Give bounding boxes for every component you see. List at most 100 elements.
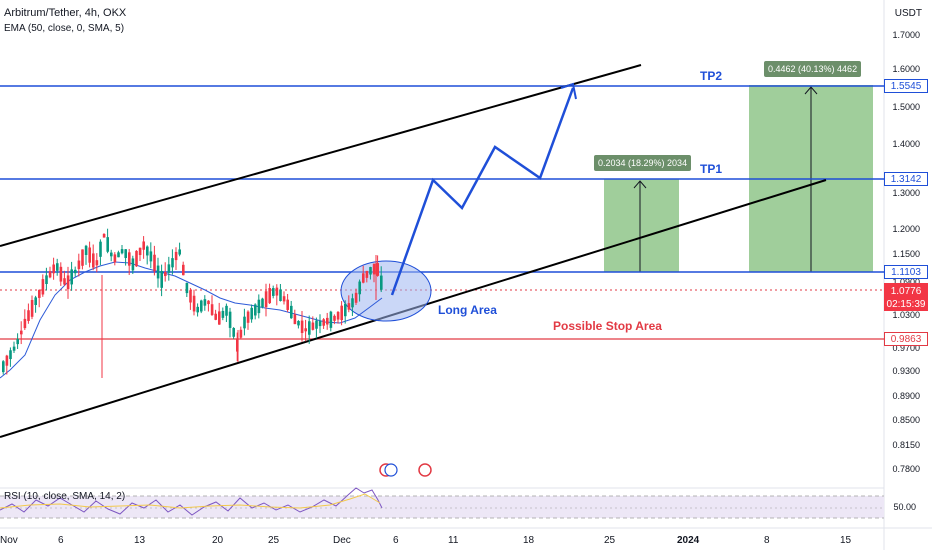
candle-body	[99, 241, 102, 257]
price-axis-label: 1.2000	[892, 224, 920, 234]
candle-body	[250, 307, 253, 320]
candle-body	[153, 254, 156, 272]
candle-body	[77, 260, 81, 270]
candle-body	[207, 300, 210, 305]
x-axis-label: 18	[523, 535, 535, 546]
stop-area-label[interactable]: Possible Stop Area	[553, 319, 662, 333]
candle-body	[210, 304, 214, 315]
candle-body	[268, 288, 271, 304]
candle-body	[110, 252, 113, 257]
candle-body	[326, 317, 329, 325]
candle-body	[279, 289, 282, 301]
price-axis-label: 0.8500	[892, 415, 920, 425]
candle-body	[308, 321, 311, 335]
candle-body	[261, 298, 264, 307]
rsi-signal-line	[0, 493, 381, 509]
x-axis-label: Nov	[0, 535, 18, 546]
candle-body	[146, 246, 149, 256]
tp2-price-tag[interactable]: 1.5545	[884, 79, 928, 93]
candle-body	[293, 314, 297, 325]
x-axis-label: 25	[604, 535, 616, 546]
x-axis-label: 25	[268, 535, 280, 546]
candle-body	[120, 249, 124, 254]
candle-body	[20, 330, 23, 335]
candle-body	[135, 250, 138, 267]
candle-body	[272, 288, 275, 296]
candle-body	[34, 297, 37, 306]
candle-body	[225, 305, 228, 316]
tp2-measure-label[interactable]: 0.4462 (40.13%) 4462	[764, 61, 862, 77]
candle-body	[318, 321, 322, 327]
candle-body	[48, 271, 52, 278]
candle-body	[236, 338, 239, 352]
candle-body	[160, 270, 163, 288]
projection-path	[390, 87, 575, 296]
candle-body	[290, 305, 293, 319]
candle-body	[232, 328, 235, 337]
candle-body	[142, 241, 145, 250]
candle-body	[149, 251, 153, 262]
candle-body	[88, 247, 91, 263]
candle-body	[167, 264, 171, 273]
candle-body	[30, 300, 34, 317]
x-axis-label: 6	[393, 535, 399, 546]
candle-body	[362, 273, 365, 283]
candle-body	[81, 249, 84, 266]
ema-indicator-label[interactable]: EMA (50, close, 0, SMA, 5)	[4, 23, 125, 34]
candle-body	[203, 299, 207, 306]
candle-body	[344, 303, 347, 317]
rsi-indicator-label[interactable]: RSI (10, close, SMA, 14, 2)	[4, 491, 126, 502]
candle-body	[380, 275, 383, 290]
candle-body	[38, 290, 41, 298]
tp1-label[interactable]: TP1	[700, 162, 723, 176]
candle-body	[23, 318, 27, 329]
candle-body	[66, 275, 70, 290]
price-axis-label: 0.9300	[892, 366, 920, 376]
chart-header: Arbitrum/Tether, 4h, OKX EMA (50, close,…	[4, 6, 126, 36]
candle-body	[63, 278, 66, 285]
candle-countdown: 02:15:39	[886, 299, 926, 310]
candle-body	[322, 319, 325, 326]
candle-body	[174, 251, 178, 261]
candle-body	[164, 271, 167, 277]
long-area-ellipse	[340, 260, 432, 322]
candle-body	[300, 320, 304, 333]
price-axis-label: 0.7800	[892, 464, 920, 474]
stop-price-tag[interactable]: 0.9863	[884, 332, 928, 346]
x-axis-label: 8	[764, 535, 770, 546]
price-axis-label: 1.6000	[892, 64, 920, 74]
current-price-tag[interactable]: 1.0776 02:15:39	[884, 283, 928, 311]
tp1-target-box	[604, 179, 679, 272]
candle-body	[347, 303, 351, 310]
candle-body	[358, 281, 361, 295]
rsi-band	[0, 496, 884, 518]
price-axis-label: 0.9700	[892, 343, 920, 353]
candle-body	[282, 296, 286, 302]
candle-body	[16, 338, 19, 345]
candle-body	[200, 300, 203, 312]
current-price-value: 1.0776	[890, 286, 922, 297]
candle-body	[2, 361, 5, 373]
tp1-price-tag[interactable]: 1.3142	[884, 172, 928, 186]
currency-label: USDT	[894, 8, 922, 19]
candle-body	[218, 311, 221, 325]
candle-body	[52, 264, 55, 274]
candle-body	[128, 252, 131, 266]
x-axis-label: 6	[58, 535, 64, 546]
candle-body	[102, 233, 106, 238]
candle-body	[214, 313, 217, 320]
tp1-measure-label[interactable]: 0.2034 (18.29%) 2034	[594, 155, 692, 171]
tp2-label[interactable]: TP2	[700, 69, 723, 83]
candle-body	[70, 269, 73, 285]
candle-body	[365, 270, 369, 278]
candle-body	[351, 298, 354, 308]
candle-body	[254, 304, 257, 316]
candle-body	[95, 260, 99, 266]
entry-price-tag[interactable]: 1.1103	[884, 265, 928, 279]
price-axis-label: 1.0900	[892, 277, 920, 287]
candle-body	[5, 355, 9, 366]
symbol-title[interactable]: Arbitrum/Tether, 4h, OKX	[4, 7, 127, 19]
x-axis-label: 11	[448, 535, 459, 546]
long-area-label[interactable]: Long Area	[438, 303, 497, 317]
